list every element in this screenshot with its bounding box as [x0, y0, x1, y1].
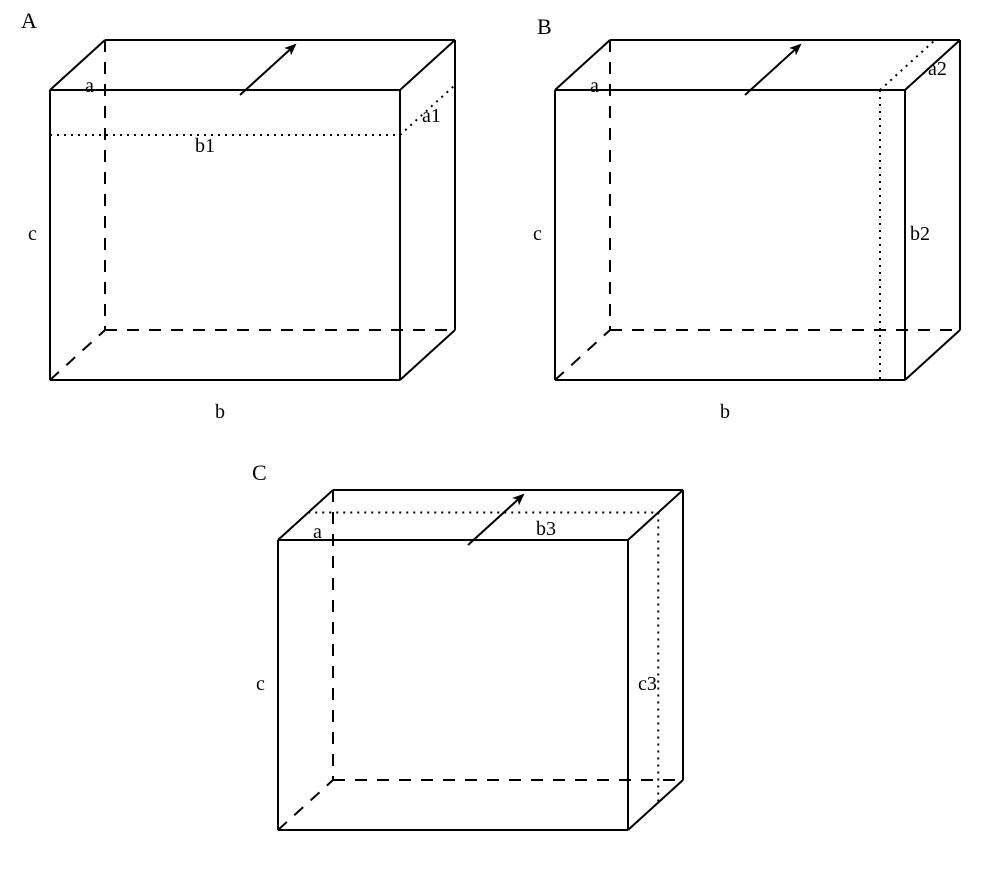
direction-arrow — [468, 495, 523, 545]
direction-arrow — [240, 45, 295, 95]
label-a: a — [85, 75, 94, 97]
label-b3: b3 — [536, 518, 556, 540]
panel-title-A: A — [21, 8, 37, 33]
label-b: b — [215, 401, 225, 423]
diagram-container: A B Ca b c a1 b1 a b c a2 b2 a c b3 c3 — [0, 0, 1000, 894]
label-c: c — [256, 673, 265, 695]
label-c3: c3 — [638, 673, 657, 695]
label-a1: a1 — [422, 105, 441, 127]
panel-B: a b c a2 b2 — [533, 40, 960, 423]
label-c: c — [28, 223, 37, 245]
cut-line-a2 — [880, 40, 935, 90]
label-b2: b2 — [910, 223, 930, 245]
label-a: a — [313, 521, 322, 543]
label-c: c — [533, 223, 542, 245]
panel-title-C: C — [252, 460, 267, 485]
direction-arrow — [745, 45, 800, 95]
label-a: a — [590, 75, 599, 97]
panel-A: a b c a1 b1 — [28, 40, 455, 423]
label-b: b — [720, 401, 730, 423]
diagram-svg: A B Ca b c a1 b1 a b c a2 b2 a c b3 c3 — [0, 0, 1000, 894]
panel-title-B: B — [537, 14, 552, 39]
label-b1: b1 — [195, 135, 215, 157]
panel-C: a c b3 c3 — [256, 490, 683, 830]
label-a2: a2 — [928, 58, 947, 80]
